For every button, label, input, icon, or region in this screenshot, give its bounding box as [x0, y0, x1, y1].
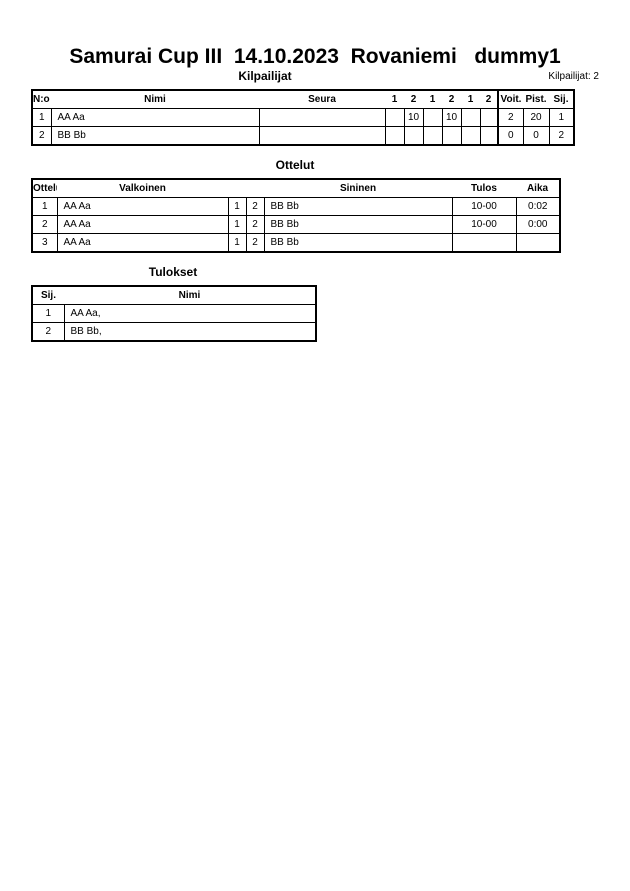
cell-result: 10-00	[451, 215, 517, 234]
table-row: 2 BB Bb 0 0 2	[31, 126, 575, 146]
header-row: Ottelu Valkoinen Sininen Tulos Aika	[32, 179, 560, 198]
cell-blue: BB Bb	[263, 197, 453, 216]
table-row: 1 AA Aa 10 10 2 20 1	[31, 108, 575, 127]
cell-blue: BB Bb	[263, 215, 453, 234]
cell-white-no: 1	[227, 215, 247, 234]
cell-blue: BB Bb	[263, 233, 453, 253]
header-row: Sij. Nimi	[32, 286, 316, 305]
matches-table: Ottelu Valkoinen Sininen Tulos Aika 1 AA…	[31, 178, 561, 253]
header-rank: Sij.	[549, 90, 574, 109]
header-round: 2	[404, 90, 423, 109]
cell-white: AA Aa	[56, 197, 229, 216]
cell-rank: 1	[548, 108, 575, 127]
header-row: N:o Nimi Seura 1 2 1 2 1 2 Voit. Pist. S…	[32, 90, 574, 109]
cell-wins: 2	[497, 108, 524, 127]
header-round: 1	[385, 90, 404, 109]
header-no: N:o	[32, 90, 51, 109]
cell-wins: 0	[497, 126, 524, 146]
cell-round	[479, 108, 499, 127]
header-points: Pist.	[523, 90, 549, 109]
header-rank: Sij.	[32, 286, 64, 305]
cell-match: 1	[31, 197, 58, 216]
table-row: 1 AA Aa 1 2 BB Bb 10-00 0:02	[31, 197, 561, 216]
cell-name: BB Bb	[50, 126, 260, 146]
cell-round	[384, 126, 405, 146]
cell-time: 0:02	[515, 197, 561, 216]
table-row: 3 AA Aa 1 2 BB Bb	[31, 233, 561, 253]
cell-white-no: 1	[227, 233, 247, 253]
header-round: 1	[461, 90, 480, 109]
cell-points: 20	[522, 108, 550, 127]
cell-round: 10	[403, 108, 424, 127]
cell-round	[441, 126, 462, 146]
header-time: Aika	[516, 179, 560, 198]
cell-blue-no: 2	[245, 233, 265, 253]
cell-round	[422, 126, 443, 146]
cell-time	[515, 233, 561, 253]
results-table: Sij. Nimi 1 AA Aa, 2 BB Bb,	[31, 285, 317, 342]
header-wins: Voit.	[497, 90, 523, 109]
cell-rank: 1	[31, 304, 65, 323]
competitor-count: Kilpailijat: 2	[548, 71, 599, 82]
cell-round	[460, 108, 481, 127]
header-round: 1	[423, 90, 442, 109]
cell-round	[422, 108, 443, 127]
cell-round	[403, 126, 424, 146]
cell-time: 0:00	[515, 215, 561, 234]
cell-match: 3	[31, 233, 58, 253]
cell-club	[258, 108, 386, 127]
header-round: 2	[480, 90, 498, 109]
header-name: Nimi	[64, 286, 316, 305]
header-white: Valkoinen	[57, 179, 228, 198]
cell-round: 10	[441, 108, 462, 127]
cell-blue-no: 2	[245, 197, 265, 216]
header-club: Seura	[259, 90, 385, 109]
cell-name: BB Bb,	[63, 322, 317, 342]
cell-name: AA Aa,	[63, 304, 317, 323]
competitors-table: N:o Nimi Seura 1 2 1 2 1 2 Voit. Pist. S…	[31, 89, 575, 146]
competitors-heading: Kilpailijat	[238, 69, 292, 83]
header-result: Tulos	[452, 179, 516, 198]
cell-name: AA Aa	[50, 108, 260, 127]
cell-blue-no: 2	[245, 215, 265, 234]
cell-no: 1	[31, 108, 52, 127]
header-name: Nimi	[51, 90, 259, 109]
table-row: 1 AA Aa,	[31, 304, 317, 323]
cell-white-no: 1	[227, 197, 247, 216]
table-row: 2 BB Bb,	[31, 322, 317, 342]
matches-heading: Ottelut	[275, 158, 315, 172]
cell-white: AA Aa	[56, 215, 229, 234]
cell-rank: 2	[31, 322, 65, 342]
cell-round	[479, 126, 499, 146]
page-title: Samurai Cup III 14.10.2023 Rovaniemi dum…	[69, 45, 561, 68]
cell-white: AA Aa	[56, 233, 229, 253]
cell-result: 10-00	[451, 197, 517, 216]
cell-no: 2	[31, 126, 52, 146]
header-match: Ottelu	[32, 179, 57, 198]
cell-points: 0	[522, 126, 550, 146]
cell-result	[451, 233, 517, 253]
header-blue: Sininen	[264, 179, 452, 198]
cell-rank: 2	[548, 126, 575, 146]
table-row: 2 AA Aa 1 2 BB Bb 10-00 0:00	[31, 215, 561, 234]
cell-round	[460, 126, 481, 146]
cell-round	[384, 108, 405, 127]
results-heading: Tulokset	[148, 265, 198, 279]
header-round: 2	[442, 90, 461, 109]
cell-match: 2	[31, 215, 58, 234]
cell-club	[258, 126, 386, 146]
